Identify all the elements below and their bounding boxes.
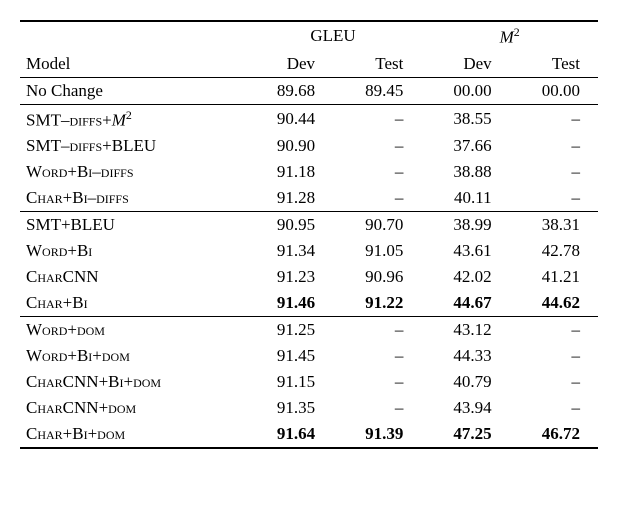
value-cell: 91.45 [245,343,333,369]
value-cell: 90.96 [333,264,421,290]
header-blank [20,21,245,51]
value-cell: 38.99 [421,212,509,239]
table-row: Char+Bi+dom91.6491.3947.2546.72 [20,421,598,448]
value-cell: 91.25 [245,317,333,344]
table-row: Word+Bi+dom91.45–44.33– [20,343,598,369]
value-cell: 44.67 [421,290,509,317]
value-cell: 43.94 [421,395,509,421]
value-cell: 91.39 [333,421,421,448]
value-cell: 91.23 [245,264,333,290]
table-row: SMT–diffs+M290.44–38.55– [20,104,598,133]
table-row: Word+Bi–diffs91.18–38.88– [20,159,598,185]
table-row: Word+Bi91.3491.0543.6142.78 [20,238,598,264]
value-cell: 42.02 [421,264,509,290]
table-row: CharCNN+dom91.35–43.94– [20,395,598,421]
model-cell: Char+Bi [20,290,245,317]
value-cell: 44.62 [510,290,598,317]
table-row: No Change89.6889.4500.0000.00 [20,77,598,104]
table-row: CharCNN+Bi+dom91.15–40.79– [20,369,598,395]
table-row: SMT+BLEU90.9590.7038.9938.31 [20,212,598,239]
model-cell: SMT–diffs+BLEU [20,133,245,159]
table-row: SMT–diffs+BLEU90.90–37.66– [20,133,598,159]
model-cell: Word+Bi–diffs [20,159,245,185]
model-cell: Word+Bi+dom [20,343,245,369]
value-cell: 90.95 [245,212,333,239]
header-row-1: GLEU M2 [20,21,598,51]
value-cell: – [510,159,598,185]
value-cell: – [333,185,421,212]
value-cell: – [333,395,421,421]
model-cell: Char+Bi–diffs [20,185,245,212]
value-cell: 41.21 [510,264,598,290]
value-cell: 42.78 [510,238,598,264]
table-row: CharCNN91.2390.9642.0241.21 [20,264,598,290]
value-cell: 90.70 [333,212,421,239]
value-cell: – [510,395,598,421]
value-cell: 91.15 [245,369,333,395]
table-row: Char+Bi91.4691.2244.6744.62 [20,290,598,317]
value-cell: 89.45 [333,77,421,104]
value-cell: 40.11 [421,185,509,212]
value-cell: 90.44 [245,104,333,133]
model-cell: No Change [20,77,245,104]
header-m2-dev: Dev [421,51,509,78]
header-gleu-test: Test [333,51,421,78]
value-cell: 00.00 [421,77,509,104]
header-gleu-dev: Dev [245,51,333,78]
model-cell: Word+dom [20,317,245,344]
header-model: Model [20,51,245,78]
model-cell: CharCNN+dom [20,395,245,421]
header-m2: M2 [421,21,598,51]
value-cell: 91.22 [333,290,421,317]
value-cell: 38.55 [421,104,509,133]
value-cell: – [510,185,598,212]
model-cell: SMT+BLEU [20,212,245,239]
value-cell: 90.90 [245,133,333,159]
value-cell: 00.00 [510,77,598,104]
value-cell: 91.34 [245,238,333,264]
model-cell: Char+Bi+dom [20,421,245,448]
value-cell: – [510,133,598,159]
value-cell: 91.35 [245,395,333,421]
header-gleu: GLEU [245,21,422,51]
value-cell: 38.31 [510,212,598,239]
header-row-2: Model Dev Test Dev Test [20,51,598,78]
value-cell: – [510,317,598,344]
value-cell: – [333,317,421,344]
value-cell: – [333,369,421,395]
table-body: No Change89.6889.4500.0000.00SMT–diffs+M… [20,77,598,448]
value-cell: 91.05 [333,238,421,264]
value-cell: 91.46 [245,290,333,317]
value-cell: 40.79 [421,369,509,395]
model-cell: Word+Bi [20,238,245,264]
value-cell: 89.68 [245,77,333,104]
value-cell: 43.12 [421,317,509,344]
value-cell: 44.33 [421,343,509,369]
value-cell: 47.25 [421,421,509,448]
value-cell: – [510,343,598,369]
results-table: GLEU M2 Model Dev Test Dev Test No Chang… [20,20,598,449]
table-row: Word+dom91.25–43.12– [20,317,598,344]
value-cell: – [333,343,421,369]
model-cell: CharCNN [20,264,245,290]
value-cell: 91.28 [245,185,333,212]
value-cell: 37.66 [421,133,509,159]
value-cell: 43.61 [421,238,509,264]
value-cell: – [333,133,421,159]
value-cell: 91.64 [245,421,333,448]
value-cell: – [333,104,421,133]
table-row: Char+Bi–diffs91.28–40.11– [20,185,598,212]
header-m2-test: Test [510,51,598,78]
value-cell: 46.72 [510,421,598,448]
value-cell: – [510,369,598,395]
value-cell: – [510,104,598,133]
value-cell: – [333,159,421,185]
value-cell: 38.88 [421,159,509,185]
model-cell: CharCNN+Bi+dom [20,369,245,395]
model-cell: SMT–diffs+M2 [20,104,245,133]
value-cell: 91.18 [245,159,333,185]
